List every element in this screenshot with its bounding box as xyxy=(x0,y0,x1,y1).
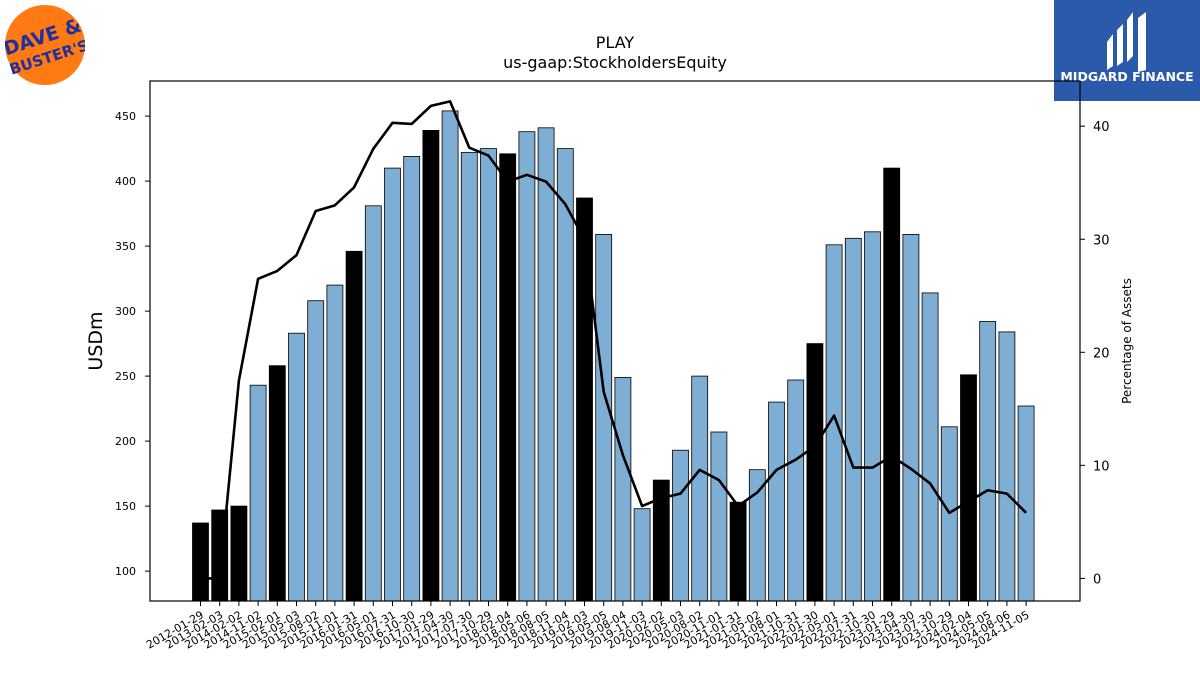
bar-2019-08-04 xyxy=(614,376,632,602)
bar-2018-02-04 xyxy=(499,153,517,602)
y2-tick-label: 0 xyxy=(1093,572,1101,587)
bar-2021-10-31 xyxy=(787,379,805,602)
y2-tick-label: 40 xyxy=(1093,120,1110,135)
y-tick-label: 350 xyxy=(115,240,136,253)
bar-2015-05-03 xyxy=(288,332,305,602)
bar-2023-07-30 xyxy=(921,292,939,602)
y-tick-label: 200 xyxy=(115,435,136,448)
bar-2021-05-02 xyxy=(748,469,766,602)
bar-2024-11-05 xyxy=(1017,405,1035,602)
bar-2019-02-03 xyxy=(576,197,593,602)
bars-layer xyxy=(192,110,1035,602)
bar-2018-05-06 xyxy=(518,131,536,602)
y-tick-label: 300 xyxy=(115,305,136,318)
bar-2022-01-30 xyxy=(806,343,824,602)
y-tick-label: 100 xyxy=(115,565,136,578)
y2-axis-label: Percentage of Assets xyxy=(1120,278,1134,404)
percentage-of-assets-line xyxy=(200,100,1028,580)
plot-frame xyxy=(149,80,1081,602)
bar-2020-08-02 xyxy=(691,375,709,602)
bar-2024-02-04 xyxy=(960,374,977,602)
bar-2016-07-31 xyxy=(384,167,401,602)
bar-2021-08-01 xyxy=(768,401,785,602)
bar-2017-04-30 xyxy=(441,110,459,602)
bar-2016-01-31 xyxy=(345,250,363,602)
y2-axis: 0 10 20 30 40 xyxy=(1080,120,1110,587)
y-tick-label: 400 xyxy=(115,175,136,188)
bar-2014-02-02 xyxy=(230,505,248,602)
bar-2017-01-29 xyxy=(422,129,440,602)
bar-2022-07-31 xyxy=(844,237,862,602)
y-axis: 100 150 200 250 300 350 400 450 xyxy=(115,110,150,578)
bar-2020-11-01 xyxy=(710,431,728,602)
bar-2023-01-29 xyxy=(883,167,901,602)
y2-tick-label: 30 xyxy=(1093,233,1110,248)
midgard-emblem-icon xyxy=(1107,12,1146,72)
logo-circle xyxy=(5,5,85,85)
bar-2022-10-30 xyxy=(864,231,881,602)
y2-tick-label: 10 xyxy=(1093,459,1110,474)
x-axis: 2012-01-292013-02-032014-02-022014-11-02… xyxy=(144,601,1032,652)
bar-2019-11-03 xyxy=(633,508,651,602)
chart-title: PLAY xyxy=(596,33,635,52)
bar-2017-07-30 xyxy=(460,152,478,602)
bar-2018-08-05 xyxy=(537,127,555,602)
y-tick-label: 150 xyxy=(115,500,136,513)
logo-text: MIDGARD FINANCE xyxy=(1060,69,1193,84)
bar-2019-05-05 xyxy=(595,233,613,602)
chart-subtitle: us-gaap:StockholdersEquity xyxy=(503,53,727,72)
dave-and-busters-logo: DAVE & BUSTER'S xyxy=(1,5,91,85)
bar-2014-11-02 xyxy=(249,384,267,602)
bar-2021-01-31 xyxy=(729,501,747,602)
bar-2015-08-02 xyxy=(307,300,325,602)
y-axis-label: USDm xyxy=(85,311,107,370)
bar-2020-05-03 xyxy=(672,449,689,602)
bar-2023-04-30 xyxy=(902,233,920,602)
midgard-finance-logo: MIDGARD FINANCE xyxy=(1054,0,1200,101)
line-layer xyxy=(200,100,1028,580)
y-tick-label: 250 xyxy=(115,370,136,383)
bar-2012-01-29 xyxy=(192,522,209,602)
bar-2015-11-01 xyxy=(326,284,344,602)
bar-2017-10-29 xyxy=(480,148,497,602)
bar-2016-05-01 xyxy=(364,205,382,602)
y2-tick-label: 20 xyxy=(1093,346,1110,361)
y-tick-label: 450 xyxy=(115,110,136,123)
bar-2016-10-30 xyxy=(403,155,421,602)
bar-2015-02-01 xyxy=(268,365,286,602)
bar-2024-08-06 xyxy=(998,331,1016,602)
bar-2024-05-05 xyxy=(979,321,997,602)
